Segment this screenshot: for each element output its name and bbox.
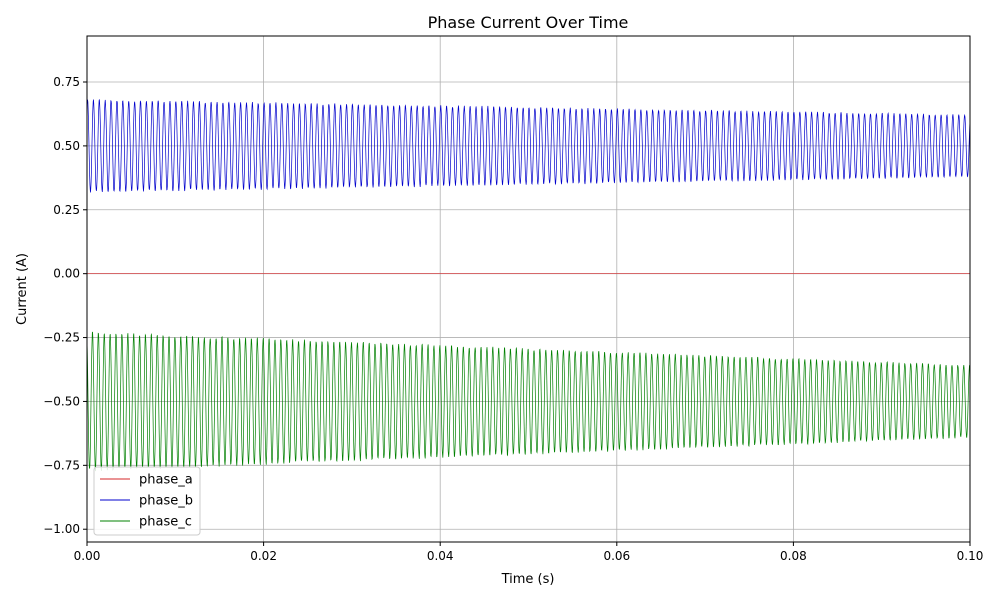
- series-line-phase-b: [86, 99, 971, 193]
- legend-label-phase-c: phase_c: [139, 515, 192, 530]
- chart-title: Phase Current Over Time: [428, 13, 629, 32]
- y-axis-ticks: 0.75 0.50 0.25 0.00 −0.25 −0.50 −0.75 −1.00: [43, 75, 87, 536]
- x-axis-ticks: 0.00 0.02 0.04 0.06 0.08 0.10: [74, 542, 984, 563]
- y-tick-label: −0.25: [43, 331, 80, 345]
- x-tick-label: 0.02: [250, 549, 277, 563]
- y-axis-label: Current (A): [15, 253, 30, 325]
- legend-label-phase-a: phase_a: [139, 473, 193, 488]
- y-tick-label: 0.75: [53, 75, 80, 89]
- y-tick-label: −1.00: [43, 522, 80, 536]
- plot-frame: [86, 35, 971, 543]
- x-axis-label: Time (s): [501, 572, 555, 587]
- x-tick-label: 0.04: [427, 549, 454, 563]
- x-tick-label: 0.10: [957, 549, 984, 563]
- legend: phase_a phase_b phase_c: [93, 466, 201, 536]
- x-tick-label: 0.06: [603, 549, 630, 563]
- y-tick-label: 0.25: [53, 203, 80, 217]
- legend-label-phase-b: phase_b: [139, 494, 193, 509]
- x-tick-label: 0.08: [780, 549, 807, 563]
- x-tick-label: 0.00: [74, 549, 101, 563]
- series-line-phase-c: [86, 331, 971, 472]
- y-tick-label: 0.00: [53, 267, 80, 281]
- series-layer: [86, 99, 971, 472]
- legend-box: [93, 466, 201, 536]
- y-tick-label: −0.75: [43, 458, 80, 472]
- y-tick-label: −0.50: [43, 394, 80, 408]
- y-tick-label: 0.50: [53, 139, 80, 153]
